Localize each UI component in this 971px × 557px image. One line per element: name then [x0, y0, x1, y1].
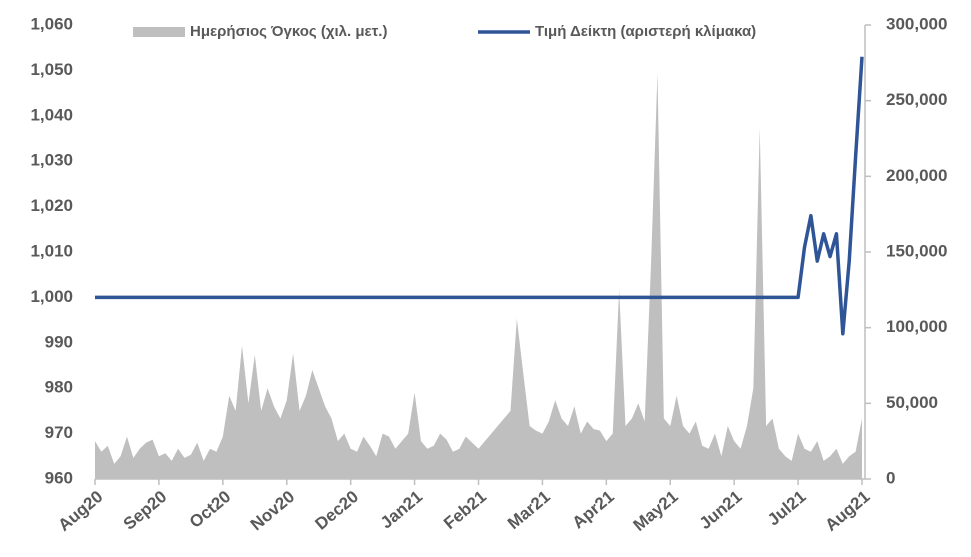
- y2-tick-label: 0: [886, 468, 895, 487]
- index-line: [95, 56, 864, 336]
- y-tick-label: 980: [45, 378, 73, 397]
- x-tick-label: Dec20: [312, 487, 363, 534]
- x-tick-label: Jan21: [377, 487, 426, 533]
- x-tick-label: May21: [630, 487, 682, 535]
- y-tick-label: 1,000: [30, 287, 73, 306]
- y-tick-label: 1,010: [30, 241, 73, 260]
- legend-label: Τιμή Δείκτη (αριστερή κλίμακα): [535, 23, 756, 40]
- x-tick-label: Aug20: [54, 487, 106, 535]
- x-tick-label: Feb21: [440, 487, 490, 533]
- x-tick-label: Apr21: [569, 487, 618, 533]
- y-tick-label: 1,030: [30, 151, 73, 170]
- x-tick-label: Jun21: [696, 487, 746, 533]
- y-tick-label: 1,040: [30, 105, 73, 124]
- y-tick-label: 990: [45, 332, 73, 351]
- y-tick-label: 960: [45, 468, 73, 487]
- x-tick-label: Aug21: [821, 487, 873, 535]
- y2-tick-label: 200,000: [886, 166, 947, 185]
- x-tick-label: Oct20: [186, 487, 234, 532]
- y2-tick-label: 50,000: [886, 393, 938, 412]
- y-tick-label: 1,050: [30, 60, 73, 79]
- legend-label: Ημερήσιος Όγκος (χιλ. μετ.): [190, 23, 387, 40]
- y2-tick-label: 300,000: [886, 14, 947, 33]
- x-tick-label: Sep20: [120, 487, 171, 534]
- y-tick-label: 1,060: [30, 14, 73, 33]
- y-tick-label: 1,020: [30, 196, 73, 215]
- legend-swatch: [133, 27, 185, 37]
- y2-tick-label: 100,000: [886, 317, 947, 336]
- y-tick-label: 970: [45, 423, 73, 442]
- y2-tick-label: 150,000: [886, 241, 947, 260]
- volume-area: [95, 73, 862, 479]
- x-tick-label: Mar21: [504, 487, 554, 533]
- x-tick-label: Jul21: [764, 487, 810, 530]
- x-tick-label: Nov20: [247, 487, 298, 534]
- y2-tick-label: 250,000: [886, 90, 947, 109]
